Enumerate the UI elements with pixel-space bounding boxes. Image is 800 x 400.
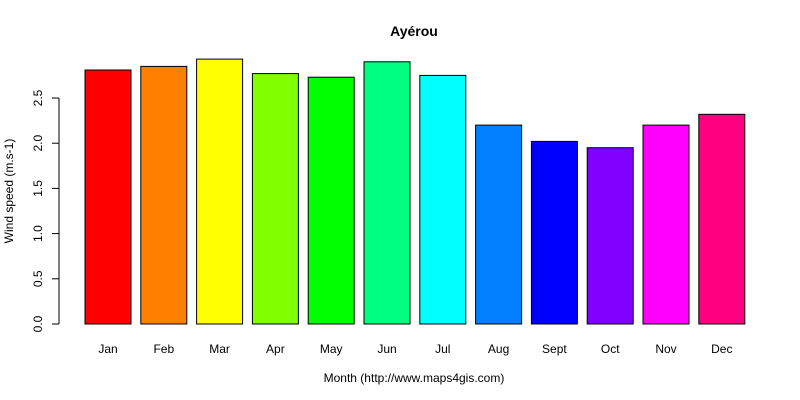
bar-dec bbox=[698, 113, 746, 325]
y-tick-label: 1.0 bbox=[31, 225, 45, 242]
y-tick-label: 0.0 bbox=[31, 315, 45, 332]
bars-group bbox=[84, 58, 746, 325]
x-tick-label: Feb bbox=[153, 342, 174, 356]
y-ticks: 0.0 0.5 1.0 1.5 2.0 2.5 bbox=[31, 89, 59, 332]
bar-jan bbox=[84, 69, 132, 325]
bar-feb bbox=[140, 65, 188, 325]
x-tick-label: Sept bbox=[542, 342, 567, 356]
x-axis-label: Month (http://www.maps4gis.com) bbox=[324, 371, 505, 385]
y-tick-label: 2.0 bbox=[31, 135, 45, 152]
bar-jul bbox=[419, 74, 467, 325]
y-tick-label: 1.5 bbox=[31, 180, 45, 197]
x-tick-label: Jul bbox=[435, 342, 450, 356]
x-tick-labels: Jan Feb Mar Apr May Jun Jul Aug Sept Oct Nov Dec bbox=[98, 342, 732, 356]
x-tick-label: Oct bbox=[601, 342, 620, 356]
x-tick-label: Mar bbox=[209, 342, 230, 356]
x-tick-label: Nov bbox=[655, 342, 676, 356]
x-tick-label: Jan bbox=[98, 342, 117, 356]
bar-apr bbox=[251, 73, 299, 325]
x-tick-label: May bbox=[320, 342, 343, 356]
bar-may bbox=[307, 76, 355, 325]
y-tick-label: 0.5 bbox=[31, 270, 45, 287]
bar-aug bbox=[475, 124, 523, 325]
bar-mar bbox=[196, 58, 244, 325]
chart-title: Ayérou bbox=[390, 23, 438, 39]
bar-jun bbox=[363, 61, 411, 325]
x-tick-label: Aug bbox=[488, 342, 509, 356]
x-tick-label: Jun bbox=[377, 342, 396, 356]
x-tick-label: Apr bbox=[266, 342, 285, 356]
bar-sept bbox=[530, 140, 578, 325]
bar-nov bbox=[642, 124, 690, 325]
x-tick-label: Dec bbox=[711, 342, 732, 356]
bar-oct bbox=[586, 147, 634, 325]
y-tick-label: 2.5 bbox=[31, 89, 45, 106]
y-axis-label: Wind speed (m.s-1) bbox=[2, 139, 16, 244]
